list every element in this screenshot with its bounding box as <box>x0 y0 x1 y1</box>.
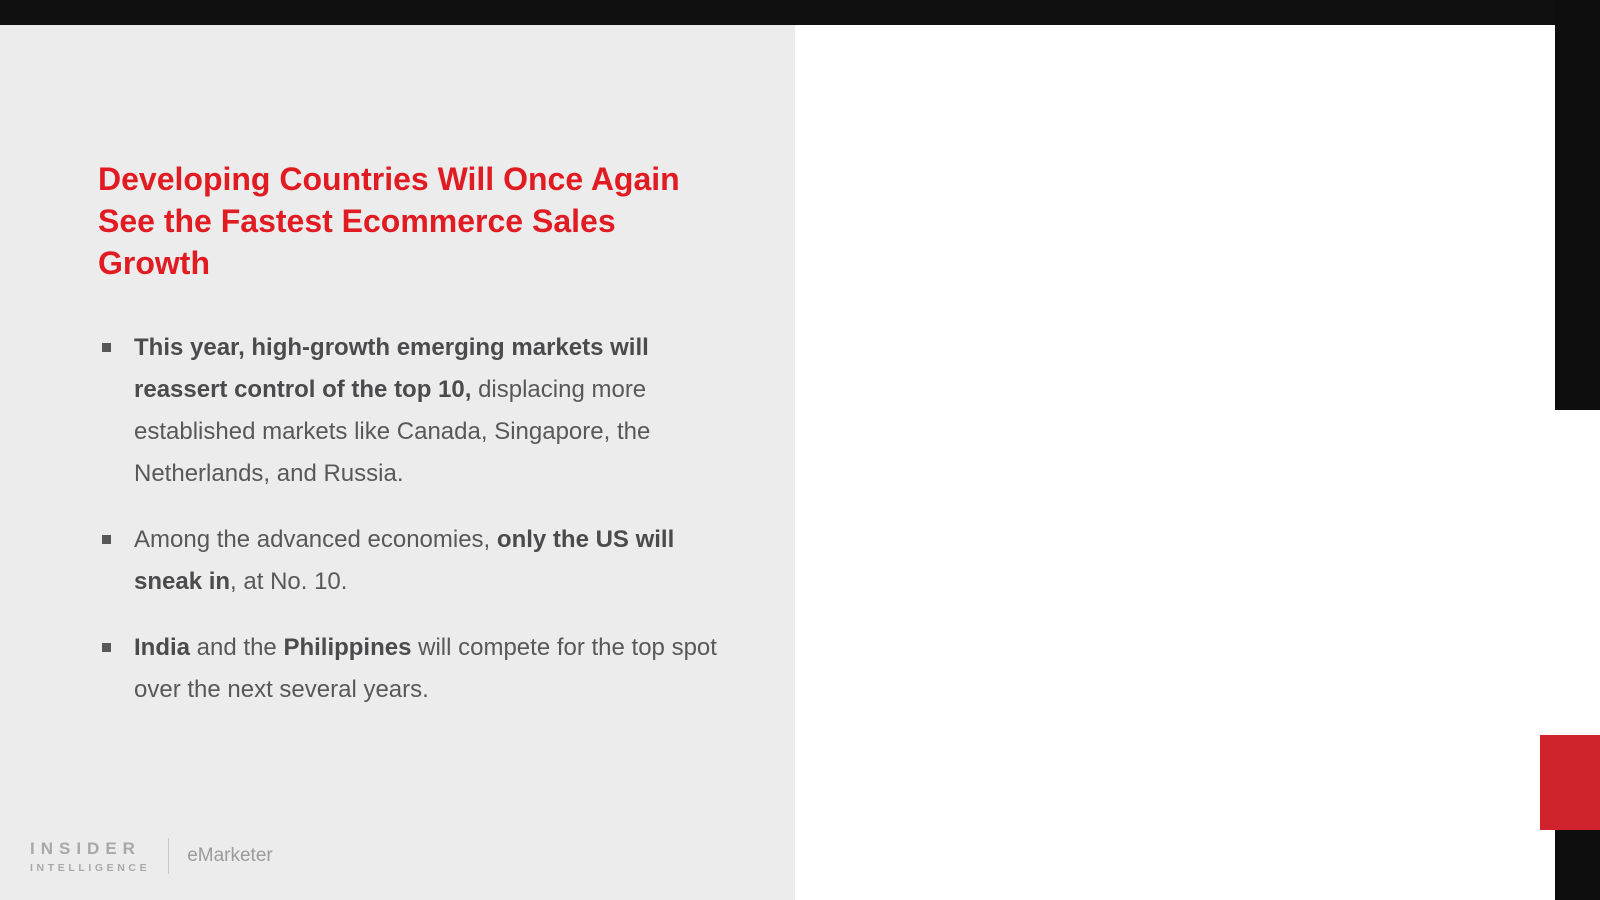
bullet-text-segment: and the <box>190 634 284 661</box>
bullet-item: Among the advanced economies, only the U… <box>100 519 725 603</box>
right-rail-black-bottom <box>1555 830 1600 900</box>
bullet-item: This year, high-growth emerging markets … <box>100 327 725 495</box>
bullet-marker-icon <box>102 343 111 352</box>
left-panel: Developing Countries Will Once Again See… <box>0 25 795 900</box>
bullet-text-segment: will compete for the top spot over the n… <box>134 634 717 703</box>
bullet-text-segment: displacing more established markets like… <box>134 376 651 487</box>
bullet-marker-icon <box>102 643 111 652</box>
logo-divider <box>168 838 170 874</box>
insider-logo-line1: INSIDER <box>30 838 141 858</box>
right-rail-black-top <box>1555 0 1600 410</box>
bullet-text-segment: , at No. 10. <box>230 568 348 595</box>
chart-panel: Top 10 Countries, Ranked by Retail Ecomm… <box>795 25 1545 900</box>
insider-intelligence-logo: INSIDER INTELLIGENCE <box>30 839 150 874</box>
brand-footer: INSIDER INTELLIGENCE eMarketer <box>30 838 273 874</box>
bullet-text-segment: India <box>134 634 191 661</box>
top-black-bar <box>0 0 1600 25</box>
bullet-text-segment: This year, high-growth emerging markets … <box>134 334 649 403</box>
bullet-text-segment: Philippines <box>283 634 412 661</box>
right-rail-red-accent <box>1540 735 1600 830</box>
bullet-text-segment: Among the advanced economies, <box>134 526 497 553</box>
insider-logo-line2: INTELLIGENCE <box>30 861 151 874</box>
bullet-item: India and the Philippines will compete f… <box>100 627 725 711</box>
slide-title: Developing Countries Will Once Again See… <box>98 161 680 282</box>
bullet-list: This year, high-growth emerging markets … <box>100 327 725 735</box>
bullet-text-segment: only the US will sneak in <box>134 526 675 595</box>
bullet-marker-icon <box>102 535 111 544</box>
emarketer-logo: eMarketer <box>187 845 273 866</box>
